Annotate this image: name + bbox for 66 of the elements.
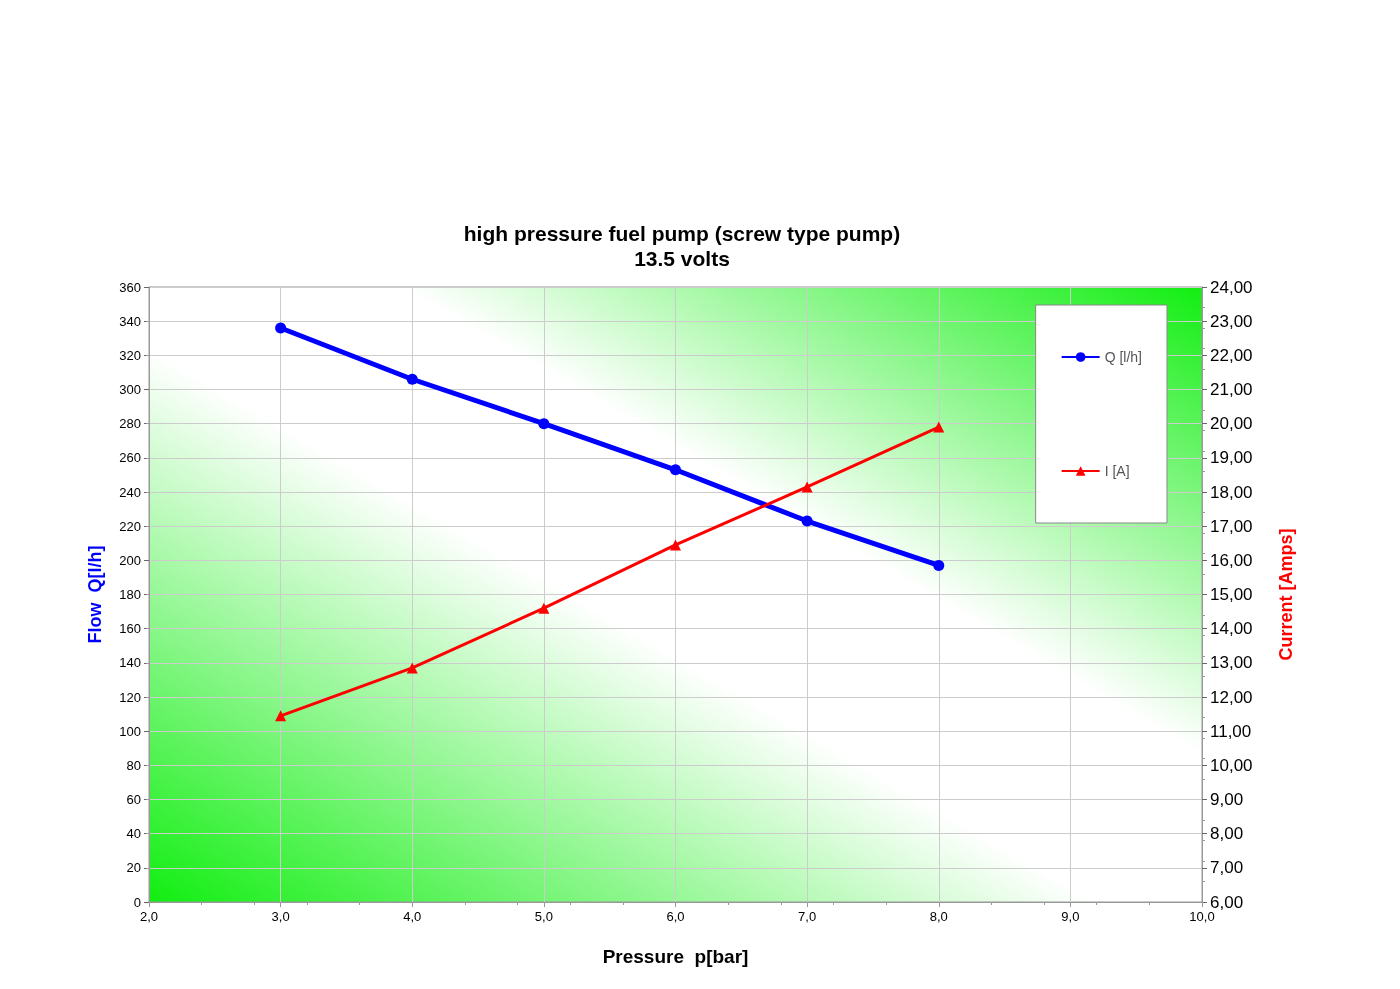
y2-tick-label: 18,00 bbox=[1210, 482, 1253, 502]
y-tick-label: 160 bbox=[119, 621, 141, 637]
y2-tick-label: 20,00 bbox=[1210, 414, 1253, 434]
x-tick-label: 8,0 bbox=[929, 909, 948, 924]
y-tick-label: 80 bbox=[126, 757, 141, 773]
point bbox=[275, 710, 287, 722]
y2-tick-label: 22,00 bbox=[1210, 345, 1253, 365]
y-tick-label: 200 bbox=[119, 552, 141, 568]
y-tick-label: 220 bbox=[119, 518, 141, 534]
point bbox=[406, 662, 418, 674]
y2-tick-label: 16,00 bbox=[1210, 550, 1253, 570]
y-tick-label: 280 bbox=[119, 416, 141, 432]
y-tick-label: 100 bbox=[119, 723, 141, 739]
legend-label: Q [l/h] bbox=[1104, 349, 1143, 365]
y2-tick-label: 7,00 bbox=[1210, 858, 1244, 878]
y-tick-label: 140 bbox=[119, 655, 141, 671]
y-tick-label: 60 bbox=[126, 792, 141, 807]
y-tick-label: 300 bbox=[119, 382, 141, 397]
chart-title: high pressure fuel pump (screw type pump) bbox=[463, 222, 901, 245]
point bbox=[801, 515, 813, 527]
x-tick-label: 2,0 bbox=[139, 909, 159, 924]
x-tick-label: 5,0 bbox=[534, 909, 553, 924]
y-tick-label: 320 bbox=[119, 347, 141, 363]
y2-tick-label: 11,00 bbox=[1210, 721, 1252, 741]
y-tick-label: 260 bbox=[119, 450, 141, 466]
y-tick-label: 0 bbox=[133, 894, 141, 910]
point bbox=[538, 602, 550, 614]
y2-tick-label: 21,00 bbox=[1210, 380, 1253, 399]
x-tick-label: 9,0 bbox=[1061, 909, 1080, 924]
y2-tick-label: 24,00 bbox=[1210, 277, 1253, 297]
y2-tick-label: 17,00 bbox=[1210, 516, 1253, 536]
chart-subtitle: 13.5 volts bbox=[634, 247, 730, 270]
y-axis-title: Flow Q[l/h] bbox=[85, 545, 105, 644]
point bbox=[933, 421, 945, 433]
point bbox=[933, 559, 945, 571]
x-tick-label: 10,0 bbox=[1189, 909, 1215, 924]
y2-tick-label: 6,00 bbox=[1210, 892, 1244, 912]
y2-tick-label: 19,00 bbox=[1210, 448, 1253, 468]
y-tick-label: 120 bbox=[119, 689, 141, 705]
point bbox=[538, 418, 550, 430]
point bbox=[670, 539, 681, 551]
y2-tick-label: 12,00 bbox=[1210, 687, 1253, 707]
y2-tick-label: 10,00 bbox=[1210, 755, 1253, 775]
y2-tick-label: 15,00 bbox=[1210, 585, 1253, 604]
point bbox=[801, 481, 813, 493]
point bbox=[275, 322, 287, 334]
y2-tick-label: 9,00 bbox=[1210, 790, 1244, 809]
y-tick-label: 20 bbox=[126, 860, 141, 876]
x-tick-label: 6,0 bbox=[666, 909, 685, 924]
y2-tick-label: 8,00 bbox=[1210, 824, 1244, 844]
point bbox=[670, 464, 681, 476]
y2-axis-title: Current [Amps] bbox=[1276, 528, 1296, 661]
x-axis-title: Pressure p[bar] bbox=[602, 946, 749, 967]
x-tick-label: 7,0 bbox=[798, 909, 817, 924]
y-tick-label: 360 bbox=[119, 279, 141, 295]
x-tick-label: 3,0 bbox=[271, 909, 290, 924]
y2-tick-label: 13,00 bbox=[1210, 653, 1253, 673]
y-tick-label: 40 bbox=[126, 826, 141, 842]
x-tick-label: 4,0 bbox=[403, 909, 422, 924]
point bbox=[406, 373, 418, 385]
y2-tick-label: 23,00 bbox=[1210, 311, 1253, 331]
y-tick-label: 340 bbox=[119, 313, 141, 329]
y-tick-label: 180 bbox=[119, 587, 141, 602]
legend-label: I [A] bbox=[1104, 463, 1130, 479]
y-tick-label: 240 bbox=[119, 484, 141, 500]
y2-tick-label: 14,00 bbox=[1210, 619, 1253, 639]
